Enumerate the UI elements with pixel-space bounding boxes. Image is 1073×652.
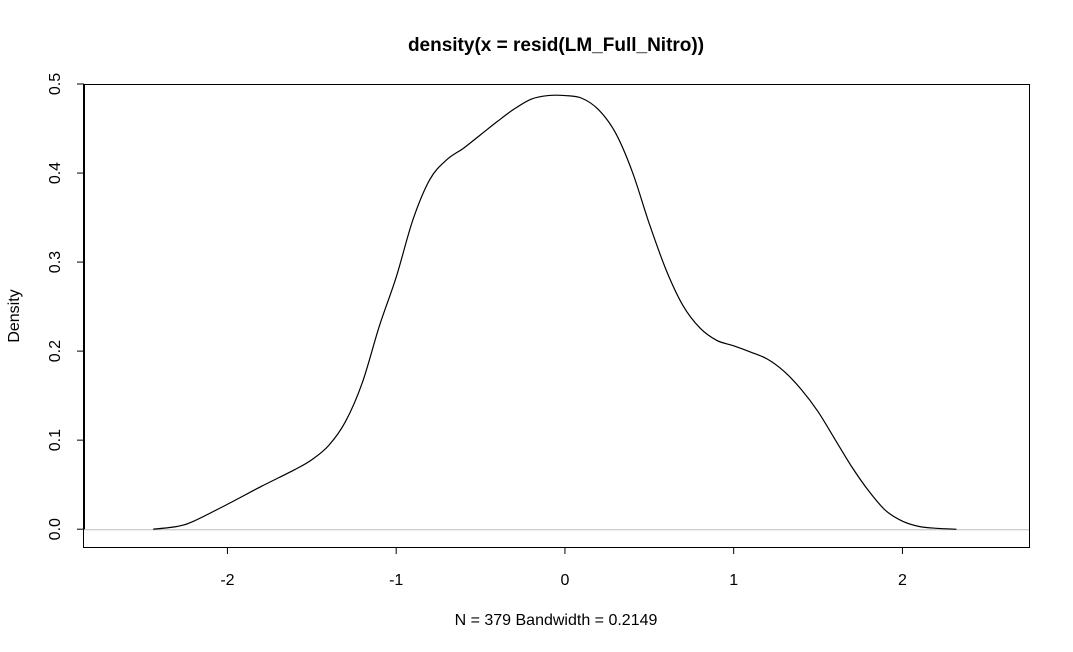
x-axis-label: N = 379 Bandwidth = 0.2149 [455, 612, 658, 629]
x-tick-label: 2 [898, 572, 907, 589]
y-tick-label: 0.0 [47, 518, 64, 540]
plot-frame [83, 84, 1030, 548]
x-tick-label: 1 [729, 572, 738, 589]
y-tick-label: 0.4 [47, 162, 64, 184]
y-tick-label: 0.2 [47, 340, 64, 362]
y-tick-label: 0.1 [47, 429, 64, 451]
density-curve [153, 94, 957, 530]
y-tick-label: 0.5 [47, 73, 64, 95]
y-axis-label: Density [6, 289, 23, 342]
chart-title: density(x = resid(LM_Full_Nitro)) [408, 35, 704, 56]
x-tick-label: -2 [220, 572, 234, 589]
x-tick-label: -1 [389, 572, 403, 589]
y-axis: 0.0 0.1 0.2 0.3 0.4 0.5 [47, 73, 85, 540]
x-axis: -2 -1 0 1 2 [220, 547, 907, 589]
x-tick-label: 0 [560, 572, 569, 589]
y-tick-label: 0.3 [47, 251, 64, 273]
